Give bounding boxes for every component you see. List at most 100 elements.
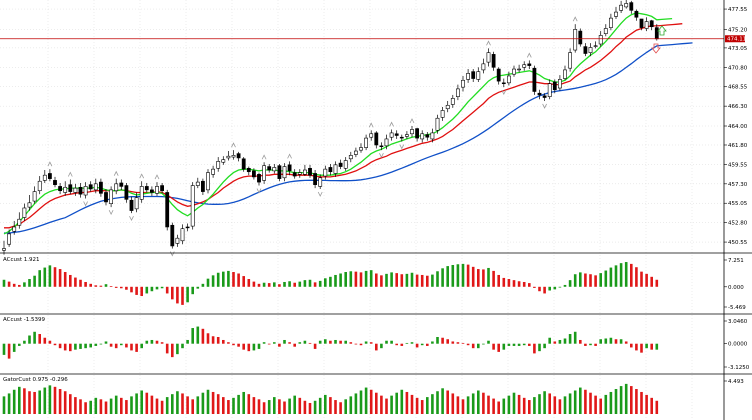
candle-body	[99, 181, 103, 194]
oscillator-bar	[186, 396, 189, 414]
candle-body	[129, 199, 134, 211]
oscillator-bar	[120, 286, 123, 289]
oscillator-bar	[507, 343, 511, 346]
oscillator-bar	[466, 396, 470, 414]
candle-body	[343, 160, 348, 169]
oscillator-bar	[645, 343, 648, 349]
oscillator-bar	[227, 400, 230, 414]
oscillator-bar	[227, 270, 230, 287]
oscillator-bar	[359, 272, 363, 287]
oscillator-bar	[18, 343, 21, 346]
oscillator-bar	[150, 286, 154, 292]
oscillator-bar	[400, 389, 404, 414]
fractal-down-icon	[256, 188, 262, 194]
oscillator-bar	[171, 286, 174, 300]
candle-body	[292, 172, 297, 177]
ac-oscillator-panel-1[interactable]: 7.251 0.000 -5.469	[2, 258, 747, 311]
oscillator-bar	[196, 396, 200, 414]
oscillator-bar	[114, 286, 118, 288]
oscillator-bar	[130, 286, 133, 293]
oscillator-bar	[415, 274, 419, 287]
oscillator-bar	[359, 343, 363, 346]
oscillator-bar	[130, 343, 133, 351]
oscillator-bar	[522, 281, 526, 287]
oscillator-bar	[186, 286, 189, 303]
oscillator-bar	[380, 395, 383, 414]
oscillator-bar	[63, 391, 67, 414]
candle-body	[17, 218, 22, 226]
oscillator-bar	[645, 394, 648, 414]
candle-body	[369, 133, 374, 138]
oscillator-bar	[191, 399, 194, 414]
gator-oscillator-panel[interactable]: 4.493	[2, 379, 745, 414]
oscillator-bar	[242, 276, 245, 287]
oscillator-bar	[160, 342, 164, 344]
oscillator-bar	[273, 397, 276, 414]
oscillator-bar	[53, 267, 57, 287]
oscillator-bar	[43, 387, 47, 414]
arrow-up-icon	[657, 25, 667, 36]
candle-body	[313, 173, 318, 185]
candle-body	[231, 155, 236, 158]
ac-oscillator-panel-2[interactable]: 3.0460 0.0000 -3.1250	[2, 319, 750, 371]
oscillator-bar	[313, 400, 317, 414]
candle-body	[399, 136, 404, 139]
oscillator-bar	[579, 387, 582, 414]
oscillator-bar	[206, 389, 210, 414]
oscillator-bar	[114, 395, 118, 414]
price-tick-label: 468.55	[728, 85, 748, 91]
candle-body	[359, 147, 363, 151]
fractal-down-icon	[129, 215, 134, 222]
oscillator-bar	[308, 279, 312, 287]
price-tick-label: 473.05	[728, 46, 748, 52]
candle-body	[114, 183, 119, 192]
price-tick-label: 455.05	[728, 201, 748, 207]
oscillator-bar	[538, 343, 541, 352]
oscillator-bar	[104, 284, 108, 287]
oscillator-bar	[196, 326, 200, 344]
oscillator-bar	[334, 274, 337, 287]
oscillator-bar	[262, 402, 266, 414]
oscillator-bar	[375, 343, 378, 351]
oscillator-bar	[604, 394, 608, 414]
oscillator-bar	[201, 392, 205, 414]
candle-body	[379, 145, 384, 148]
oscillator-bar	[477, 269, 480, 287]
candle-body	[297, 172, 302, 175]
oscillator-bar	[533, 343, 536, 354]
candle-body	[226, 155, 231, 159]
candle-body	[267, 166, 272, 171]
price-panel[interactable]	[0, 0, 724, 257]
candle-body	[63, 186, 68, 193]
oscillator-bar	[334, 339, 337, 344]
oscillator-bar	[211, 336, 215, 344]
oscillator-bar	[624, 383, 628, 414]
oscillator-bar	[405, 342, 409, 344]
oscillator-bar	[252, 281, 256, 287]
candle-body	[471, 71, 476, 79]
oscillator-bar	[604, 270, 608, 287]
candle-body	[374, 132, 379, 146]
oscillator-bar	[2, 396, 6, 414]
oscillator-bar	[94, 343, 98, 346]
oscillator-bar	[349, 396, 353, 414]
candle-body	[165, 192, 170, 228]
oscillator-bar	[140, 286, 143, 297]
oscillator-bar	[528, 400, 531, 414]
oscillator-bar	[446, 266, 449, 287]
oscillator-bar	[262, 282, 266, 287]
oscillator-bar	[293, 282, 296, 287]
oscillator-bar	[385, 340, 388, 344]
candle-body	[568, 52, 573, 69]
oscillator-bar	[344, 399, 347, 414]
oscillator-bar	[257, 343, 261, 349]
candle-body	[201, 180, 205, 192]
oscillator-bar	[181, 343, 184, 349]
oscillator-bar	[43, 337, 47, 344]
oscillator-bar	[171, 394, 174, 414]
candle-body	[364, 137, 369, 148]
oscillator-bar	[94, 285, 98, 287]
oscillator-bar	[252, 343, 256, 351]
